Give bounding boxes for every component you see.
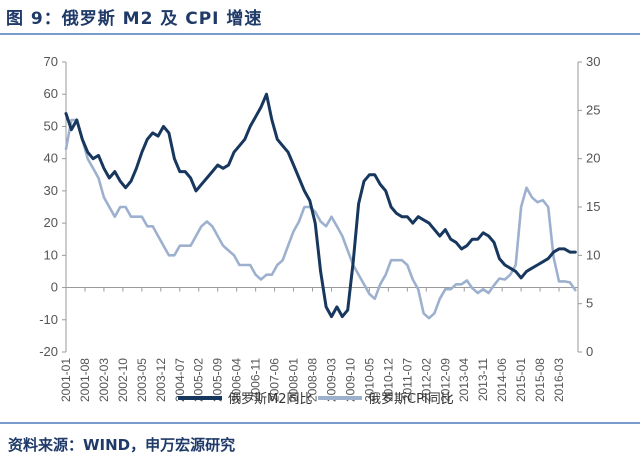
legend-cpi-label: 俄罗斯CPI同比 <box>368 392 454 407</box>
x-tick-label: 2007-06 <box>268 358 282 402</box>
right-tick-label: 10 <box>586 247 600 262</box>
right-tick-label: 5 <box>586 296 593 311</box>
x-tick-label: 2011-07 <box>400 358 414 401</box>
left-tick-label: 10 <box>44 247 58 262</box>
left-tick-label: 20 <box>44 215 58 230</box>
right-tick-label: 30 <box>586 54 600 69</box>
x-tick-label: 2013-04 <box>457 358 471 402</box>
x-tick-label: 2014-06 <box>495 358 509 402</box>
x-tick-label: 2015-08 <box>533 358 547 402</box>
x-tick-label: 2001-08 <box>78 358 92 402</box>
x-tick-label: 2010-12 <box>381 358 395 402</box>
x-tick-label: 2012-09 <box>438 358 452 402</box>
x-tick-label: 2009-10 <box>343 358 357 402</box>
right-tick-label: 25 <box>586 102 600 117</box>
legend-m2-label: 俄罗斯M2同比 <box>228 392 313 407</box>
source-note: 资料来源：WIND，申万宏源研究 <box>8 436 236 454</box>
x-tick-label: 2001-01 <box>59 358 73 402</box>
x-tick-label: 2002-10 <box>116 358 130 402</box>
left-tick-label: 40 <box>44 151 58 166</box>
x-tick-label: 2008-08 <box>306 358 320 402</box>
x-tick-label: 2006-11 <box>249 358 263 401</box>
x-tick-label: 2009-03 <box>324 358 338 402</box>
legend: 俄罗斯M2同比 俄罗斯CPI同比 <box>178 392 454 407</box>
x-tick-label: 2016-03 <box>552 358 566 402</box>
x-tick-label: 2012-02 <box>419 358 433 402</box>
x-tick-label: 2004-07 <box>173 358 187 402</box>
line-chart: -20 -10 0 10 20 30 40 50 60 70 0 5 10 15 20 25 30 2001-… <box>39 54 600 407</box>
footer-divider <box>0 422 640 424</box>
x-tick-label: 2008-01 <box>287 358 301 402</box>
x-tick-label: 2003-12 <box>154 358 168 402</box>
left-tick-label: 30 <box>44 183 58 198</box>
x-tick-label: 2015-01 <box>514 358 528 402</box>
x-tick-label: 2002-03 <box>97 358 111 402</box>
series-line-m2 <box>64 92 577 319</box>
left-axis: -20 -10 0 10 20 30 40 50 60 70 <box>39 54 67 359</box>
left-tick-label: 50 <box>44 118 58 133</box>
right-tick-label: 0 <box>586 344 593 359</box>
x-tick-label: 2005-02 <box>192 358 206 402</box>
x-tick-label: 2005-09 <box>211 358 225 402</box>
series-layer <box>64 92 577 320</box>
right-tick-label: 15 <box>586 199 600 214</box>
left-tick-label: 70 <box>44 54 58 69</box>
left-tick-label: 0 <box>51 280 58 295</box>
right-axis: 0 5 10 15 20 25 30 <box>577 54 600 359</box>
left-tick-label: 60 <box>44 86 58 101</box>
series-line-cpi <box>64 118 577 320</box>
x-tick-label: 2013-11 <box>476 358 490 401</box>
title-divider <box>0 33 640 35</box>
chart-title: 图 9：俄罗斯 M2 及 CPI 增速 <box>6 9 263 29</box>
left-tick-label: -20 <box>39 344 58 359</box>
left-tick-label: -10 <box>39 312 58 327</box>
right-tick-label: 20 <box>586 151 600 166</box>
x-tick-label: 2003-05 <box>135 358 149 402</box>
x-axis: 2001-01 2001-08 2002-03 2002-10 2003-05 2003-… <box>59 287 578 402</box>
x-tick-label: 2010-05 <box>362 358 376 402</box>
x-tick-label: 2006-04 <box>230 358 244 402</box>
